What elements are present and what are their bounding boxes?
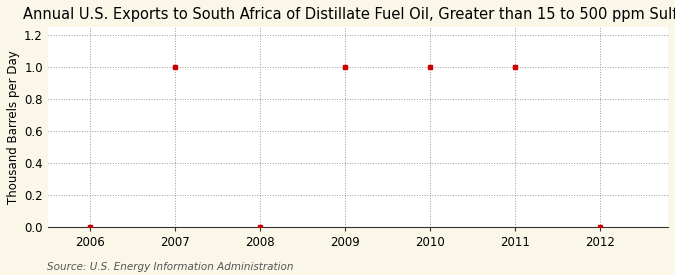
Y-axis label: Thousand Barrels per Day: Thousand Barrels per Day	[7, 50, 20, 204]
Text: Source: U.S. Energy Information Administration: Source: U.S. Energy Information Administ…	[47, 262, 294, 272]
Title: Annual U.S. Exports to South Africa of Distillate Fuel Oil, Greater than 15 to 5: Annual U.S. Exports to South Africa of D…	[23, 7, 675, 22]
